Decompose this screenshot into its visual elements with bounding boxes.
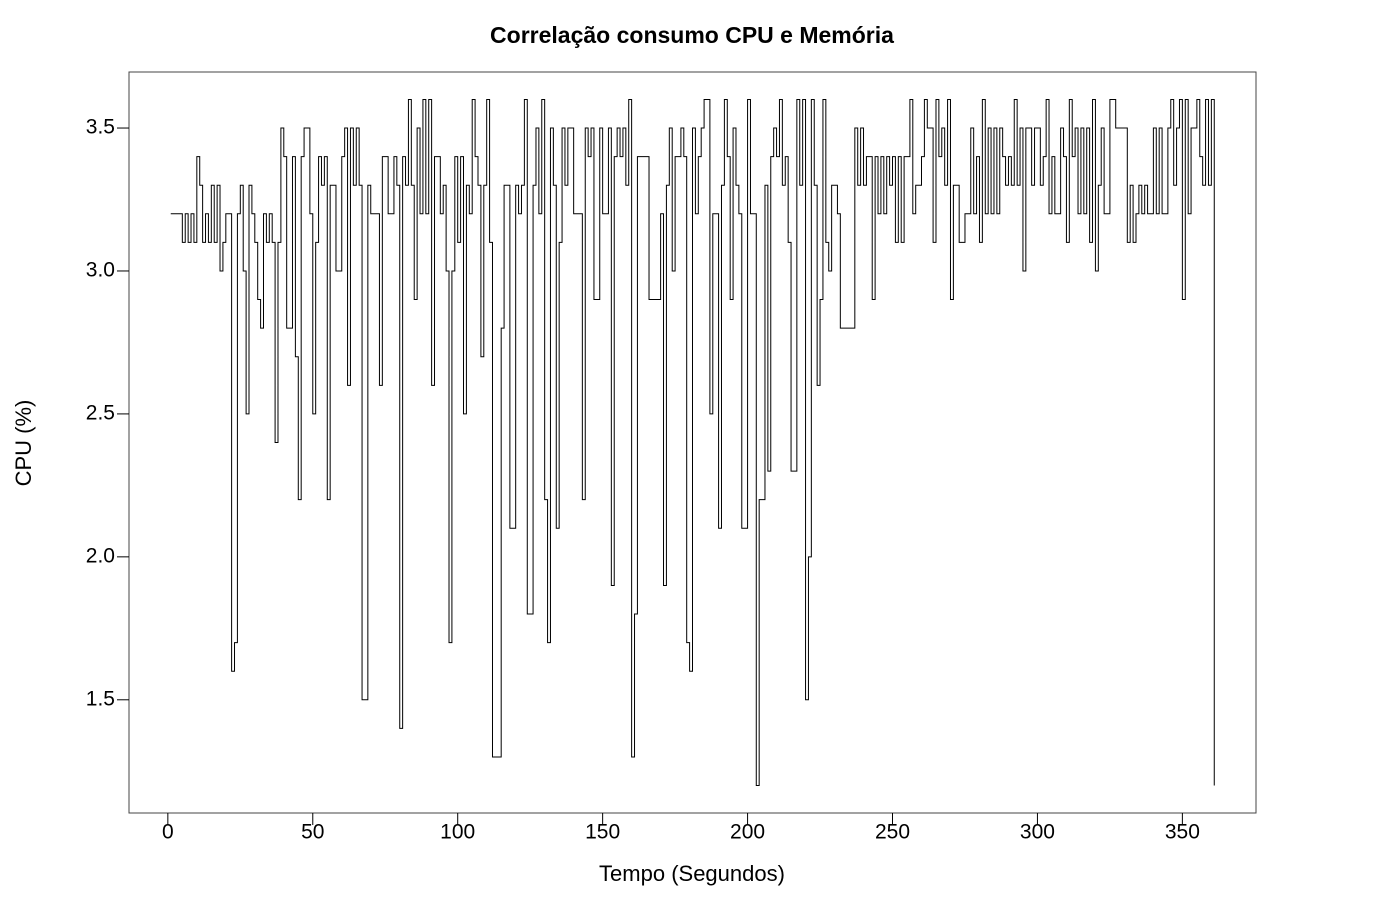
x-tick-label: 300: [1020, 821, 1055, 844]
x-tick-label: 50: [301, 821, 324, 844]
cpu-line: [170, 98, 1215, 787]
x-tick-label: 100: [440, 821, 475, 844]
x-tick-label: 250: [875, 821, 910, 844]
y-tick-label: 3.0: [86, 259, 115, 282]
x-tick-label: 0: [162, 821, 174, 844]
y-tick-label: 3.5: [86, 116, 115, 139]
x-tick-label: 200: [730, 821, 765, 844]
plot-frame: [128, 71, 1257, 814]
y-axis-label: CPU (%): [11, 400, 36, 487]
chart-title: Correlação consumo CPU e Memória: [490, 22, 894, 48]
x-axis-label: Tempo (Segundos): [599, 861, 785, 886]
y-tick-label: 2.0: [86, 544, 115, 567]
y-tick-label: 2.5: [86, 401, 115, 424]
x-tick-label: 150: [585, 821, 620, 844]
x-tick-label: 350: [1165, 821, 1200, 844]
y-tick-label: 1.5: [86, 687, 115, 710]
